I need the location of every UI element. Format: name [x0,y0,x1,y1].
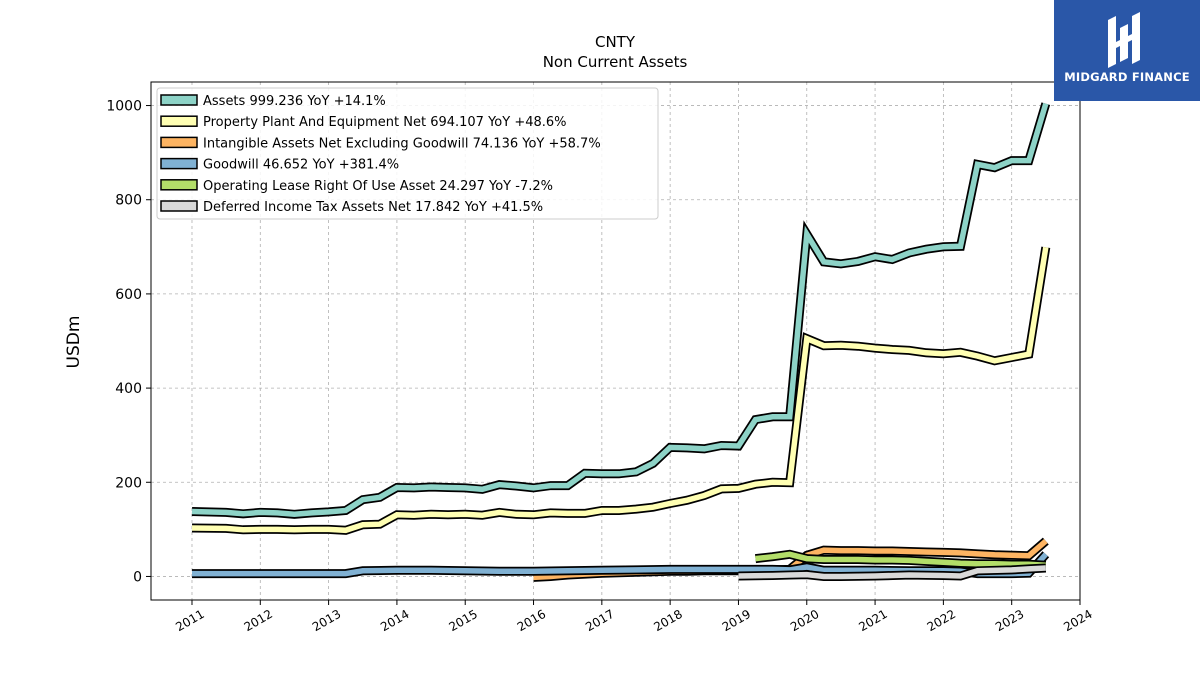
legend-swatch [160,115,198,127]
series-operating-lease-right-of-use-asset [755,549,1047,570]
chart-title: CNTY [595,33,636,51]
series-goodwill [192,551,1050,579]
x-tick-label: 2023 [993,607,1026,634]
legend-entry: Intangible Assets Net Excluding Goodwill… [203,136,601,151]
series-line [755,551,1046,568]
y-axis-label: USDm [64,316,84,369]
legend-swatch [160,136,198,149]
legend-swatch [160,94,198,106]
x-tick-label: 2014 [378,607,411,634]
series-layer [191,102,1051,582]
x-tick-label: 2022 [925,607,958,634]
y-tick-label: 800 [115,193,142,209]
x-tick-label: 2015 [446,607,479,634]
legend-swatch [160,200,198,212]
series-deferred-income-tax-assets-net [738,563,1047,581]
series-line [191,246,1049,534]
y-tick-label: 400 [115,381,142,397]
legend-swatch [160,157,198,170]
x-tick-label: 2017 [583,607,616,634]
x-tick-label: 2012 [242,607,275,634]
x-tick-label: 2013 [310,607,343,634]
y-tick-label: 0 [133,569,142,585]
series-property-plant-and-equipment-net [191,246,1051,535]
legend: Assets 999.236 YoY +14.1% Property Plant … [156,87,659,220]
x-tick-label: 2011 [173,607,206,634]
legend-entry: Goodwill 46.652 YoY +381.4% [203,158,399,173]
y-tick-label: 1000 [106,99,142,115]
y-tick-label: 200 [115,475,142,491]
plot-frame [150,81,1081,601]
series-assets [191,102,1051,519]
x-tick-label: 2016 [515,607,548,634]
legend-box [156,87,659,220]
legend-entry: Assets 999.236 YoY +14.1% [203,94,386,109]
brand-logo: MIDGARD FINANCE [1054,0,1200,101]
legend-swatch [160,179,198,191]
x-tick-label: 2020 [788,607,821,634]
series-line-outline [191,246,1051,535]
legend-entry: Property Plant And Equipment Net 694.107… [203,115,567,130]
legend-entry: Operating Lease Right Of Use Asset 24.29… [203,179,553,194]
logo-mark-icon [1108,12,1140,68]
series-line [191,102,1049,518]
x-tick-label: 2018 [651,607,684,634]
brand-name: MIDGARD FINANCE [1064,70,1190,84]
x-tick-label: 2021 [856,607,889,634]
x-tick-label: 2019 [720,607,753,634]
chart-subtitle: Non Current Assets [543,53,688,71]
series-line [738,565,1046,580]
legend-entry: Deferred Income Tax Assets Net 17.842 Yo… [203,200,543,215]
x-tick-label: 2024 [1061,607,1094,634]
series-line [192,552,1048,577]
y-tick-label: 600 [115,287,142,303]
